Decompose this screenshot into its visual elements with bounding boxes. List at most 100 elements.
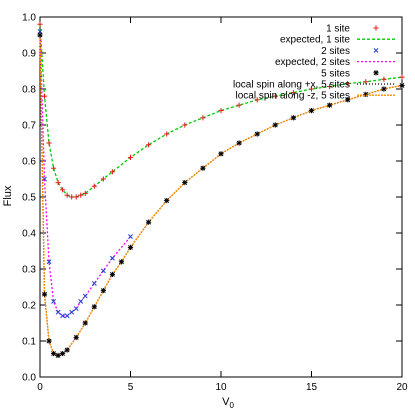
data-point bbox=[64, 313, 70, 319]
data-point bbox=[146, 219, 152, 225]
data-point bbox=[109, 169, 115, 175]
data-point bbox=[37, 28, 43, 34]
y-tick-label: 0.8 bbox=[22, 85, 36, 96]
data-point bbox=[363, 91, 369, 97]
y-tick-label: 0.6 bbox=[22, 157, 36, 168]
data-point bbox=[60, 313, 66, 319]
legend-swatch bbox=[373, 70, 379, 76]
y-tick-label: 0.9 bbox=[22, 49, 36, 60]
data-point bbox=[109, 271, 115, 277]
data-point bbox=[127, 154, 134, 160]
data-point bbox=[308, 108, 315, 114]
data-point bbox=[100, 176, 106, 182]
data-point bbox=[73, 306, 79, 312]
data-point bbox=[272, 93, 278, 99]
data-point bbox=[91, 304, 97, 310]
data-point bbox=[236, 140, 242, 146]
data-point bbox=[308, 86, 315, 92]
data-point bbox=[381, 86, 387, 92]
legend-swatch bbox=[373, 25, 379, 31]
data-point bbox=[50, 165, 57, 171]
series-4 bbox=[37, 32, 405, 358]
data-point bbox=[218, 108, 224, 114]
legend-label: expected, 2 sites bbox=[275, 57, 350, 68]
data-point bbox=[37, 32, 43, 38]
data-point bbox=[37, 21, 43, 27]
data-point bbox=[327, 83, 333, 90]
x-tick-label: 20 bbox=[396, 382, 408, 393]
data-point bbox=[399, 82, 405, 88]
series-line bbox=[39, 24, 403, 198]
y-tick-label: 0.0 bbox=[22, 373, 36, 384]
data-point bbox=[46, 140, 52, 146]
legend-label: local spin along -z, 5 sites bbox=[235, 91, 350, 102]
series-0 bbox=[37, 21, 405, 200]
data-point bbox=[290, 115, 296, 121]
series-3 bbox=[39, 31, 131, 317]
data-point bbox=[41, 93, 48, 99]
data-point bbox=[69, 194, 75, 200]
data-point bbox=[200, 115, 206, 121]
data-point bbox=[164, 131, 170, 137]
data-point bbox=[64, 192, 70, 198]
data-point bbox=[46, 338, 52, 344]
data-point bbox=[51, 298, 57, 304]
data-point bbox=[127, 244, 134, 250]
data-point bbox=[363, 79, 369, 85]
series-line bbox=[39, 31, 131, 317]
data-point bbox=[82, 190, 88, 196]
data-point bbox=[118, 259, 125, 265]
data-point bbox=[128, 234, 133, 240]
data-point bbox=[200, 165, 206, 171]
data-point bbox=[254, 131, 260, 137]
data-point bbox=[41, 291, 48, 297]
data-point bbox=[327, 102, 333, 108]
x-tick-label: 15 bbox=[306, 382, 318, 393]
x-axis-label: V0 bbox=[222, 396, 234, 410]
data-point bbox=[218, 151, 224, 157]
data-point bbox=[78, 192, 84, 198]
axes: 0 5 10 15 20 0.0 0.1 0.2 0.3 0.4 0.5 0.6 0.7 0.8 0.9 1.… bbox=[22, 13, 408, 394]
data-point bbox=[182, 122, 188, 128]
data-point bbox=[82, 293, 88, 299]
series-2 bbox=[37, 28, 133, 319]
x-axis-label-main: V bbox=[222, 396, 230, 408]
data-point bbox=[100, 268, 106, 274]
data-point bbox=[46, 259, 52, 265]
x-tick-label: 5 bbox=[128, 382, 134, 393]
data-point bbox=[345, 81, 351, 87]
legend-swatch bbox=[373, 47, 379, 53]
data-point bbox=[60, 187, 66, 193]
data-point bbox=[290, 90, 296, 96]
data-point bbox=[60, 351, 66, 357]
y-tick-label: 0.5 bbox=[22, 193, 36, 204]
data-point bbox=[73, 334, 79, 340]
data-point bbox=[100, 288, 106, 294]
data-point bbox=[164, 198, 170, 204]
data-point bbox=[82, 320, 88, 326]
data-point bbox=[50, 351, 57, 357]
data-point bbox=[381, 76, 387, 82]
legend-label: local spin along +x, 5 sites bbox=[233, 80, 350, 91]
data-point bbox=[69, 309, 75, 315]
legend-label: 2 sites bbox=[321, 46, 350, 57]
y-axis-label: Flux bbox=[2, 185, 14, 206]
data-point bbox=[345, 97, 351, 103]
data-point bbox=[55, 180, 61, 186]
legend-label: expected, 1 site bbox=[280, 35, 350, 46]
data-point bbox=[42, 176, 47, 182]
y-tick-label: 0.4 bbox=[22, 229, 36, 240]
legend-label: 5 sites bbox=[321, 68, 350, 79]
data-point bbox=[91, 280, 97, 286]
data-point bbox=[236, 102, 242, 108]
data-point bbox=[55, 352, 61, 358]
series-layer bbox=[37, 21, 405, 358]
data-point bbox=[272, 122, 278, 128]
y-tick-label: 0.3 bbox=[22, 265, 36, 276]
data-point bbox=[73, 194, 79, 200]
x-axis-label-subscript: 0 bbox=[229, 401, 234, 410]
x-tick-label: 10 bbox=[215, 382, 227, 393]
